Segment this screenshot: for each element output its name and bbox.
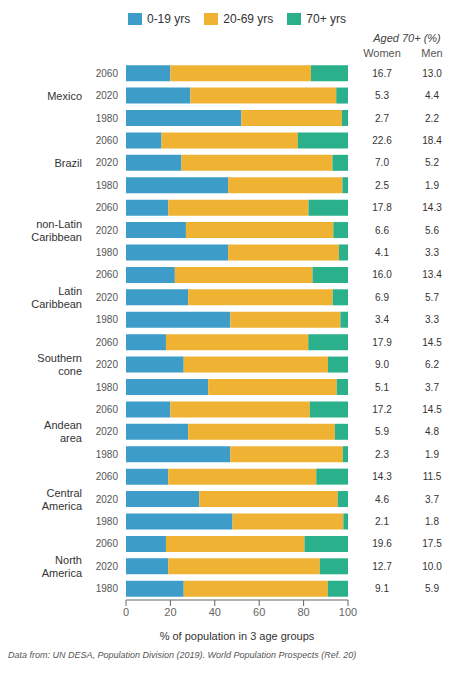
svg-text:NorthAmerica: NorthAmerica [42,554,83,579]
svg-text:100: 100 [339,606,357,618]
svg-text:10.0: 10.0 [422,561,442,572]
svg-text:2020: 2020 [96,157,119,168]
svg-text:22.6: 22.6 [372,135,392,146]
svg-text:17.2: 17.2 [372,404,392,415]
svg-text:6.6: 6.6 [375,225,389,236]
svg-text:4.4: 4.4 [425,90,439,101]
svg-text:16.0: 16.0 [372,269,392,280]
svg-text:2060: 2060 [96,538,119,549]
svg-text:LatinCaribbean: LatinCaribbean [31,285,82,310]
svg-text:1980: 1980 [96,382,119,393]
svg-text:14.5: 14.5 [422,337,442,348]
svg-text:3.3: 3.3 [425,247,439,258]
svg-text:5.3: 5.3 [375,90,389,101]
svg-text:18.4: 18.4 [422,135,442,146]
svg-text:non-LatinCaribbean: non-LatinCaribbean [31,218,82,243]
svg-text:14.3: 14.3 [422,202,442,213]
svg-text:5.6: 5.6 [425,225,439,236]
svg-text:4.1: 4.1 [375,247,389,258]
svg-text:Andeanarea: Andeanarea [44,419,83,444]
svg-text:2060: 2060 [96,269,119,280]
svg-text:2020: 2020 [96,292,119,303]
svg-text:5.2: 5.2 [425,157,439,168]
svg-text:1.8: 1.8 [425,516,439,527]
svg-text:4.6: 4.6 [375,494,389,505]
svg-text:1980: 1980 [96,516,119,527]
svg-text:17.8: 17.8 [372,202,392,213]
svg-text:17.9: 17.9 [372,337,392,348]
svg-text:% of population in 3 age group: % of population in 3 age groups [160,630,315,642]
svg-text:14.5: 14.5 [422,404,442,415]
svg-text:4.8: 4.8 [425,426,439,437]
svg-text:2020: 2020 [96,561,119,572]
svg-text:13.4: 13.4 [422,269,442,280]
svg-text:5.9: 5.9 [425,583,439,594]
svg-text:2020: 2020 [96,426,119,437]
svg-text:Brazil: Brazil [54,157,82,169]
svg-text:14.3: 14.3 [372,471,392,482]
svg-text:1.9: 1.9 [425,180,439,191]
svg-text:9.0: 9.0 [375,359,389,370]
svg-text:CentralAmerica: CentralAmerica [42,487,83,512]
svg-text:5.7: 5.7 [425,292,439,303]
svg-text:5.9: 5.9 [375,426,389,437]
svg-text:1980: 1980 [96,314,119,325]
svg-text:2060: 2060 [96,68,119,79]
svg-text:7.0: 7.0 [375,157,389,168]
svg-text:1980: 1980 [96,247,119,258]
svg-text:1980: 1980 [96,180,119,191]
svg-text:Mexico: Mexico [47,90,82,102]
svg-text:2020: 2020 [96,494,119,505]
svg-text:2.5: 2.5 [375,180,389,191]
svg-text:60: 60 [253,606,265,618]
svg-text:2.2: 2.2 [425,113,439,124]
svg-text:2060: 2060 [96,337,119,348]
svg-text:16.7: 16.7 [372,68,392,79]
html-text:20-69 yrs: 20-69 yrs [223,12,274,26]
html-text:70+ yrs: 70+ yrs [306,12,346,26]
svg-text:80: 80 [297,606,309,618]
svg-text:2.3: 2.3 [375,449,389,460]
svg-text:3.7: 3.7 [425,494,439,505]
svg-text:Southerncone: Southerncone [37,352,82,377]
svg-text:2020: 2020 [96,225,119,236]
svg-text:5.1: 5.1 [375,382,389,393]
html-text:0-19 yrs: 0-19 yrs [147,12,191,26]
svg-text:3.7: 3.7 [425,382,439,393]
svg-text:2020: 2020 [96,90,119,101]
svg-text:2060: 2060 [96,404,119,415]
svg-text:11.5: 11.5 [423,471,442,482]
html-text:Aged 70+ (%): Aged 70+ (%) [373,32,441,44]
svg-text:6.2: 6.2 [425,359,439,370]
svg-text:13.0: 13.0 [422,68,442,79]
svg-text:3.4: 3.4 [375,314,389,325]
svg-text:1980: 1980 [96,583,119,594]
svg-text:17.5: 17.5 [422,538,442,549]
svg-text:2060: 2060 [96,202,119,213]
svg-text:0: 0 [123,606,129,618]
svg-text:40: 40 [209,606,221,618]
svg-text:6.9: 6.9 [375,292,389,303]
svg-text:1980: 1980 [96,449,119,460]
svg-text:1.9: 1.9 [425,449,439,460]
svg-text:2060: 2060 [96,471,119,482]
svg-text:19.6: 19.6 [372,538,392,549]
html-text:Women: Women [363,47,401,59]
svg-text:20: 20 [164,606,176,618]
html-text:Men: Men [421,47,443,59]
svg-text:9.1: 9.1 [375,583,389,594]
html-text:Data from: UN DESA, Population: Data from: UN DESA, Population Division … [8,650,357,660]
svg-text:2.1: 2.1 [375,516,389,527]
svg-text:2020: 2020 [96,359,119,370]
svg-text:12.7: 12.7 [372,561,392,572]
svg-text:2.7: 2.7 [375,113,389,124]
svg-text:3.3: 3.3 [425,314,439,325]
svg-text:2060: 2060 [96,135,119,146]
svg-text:1980: 1980 [96,113,119,124]
